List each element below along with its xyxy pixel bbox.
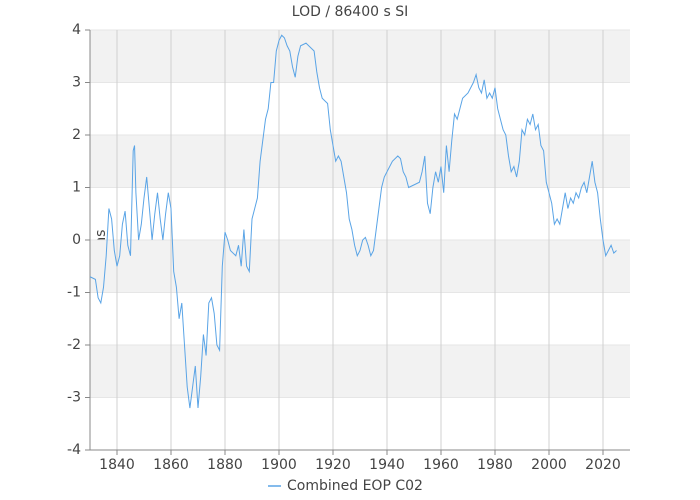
x-tick-label: 1960 bbox=[423, 457, 459, 473]
x-tick-label: 1940 bbox=[369, 457, 405, 473]
x-tick-label: 1980 bbox=[477, 457, 513, 473]
x-tick-label: 1880 bbox=[207, 457, 243, 473]
legend-label: Combined EOP C02 bbox=[287, 478, 423, 494]
y-tick-label: -2 bbox=[67, 337, 81, 353]
grid-band bbox=[90, 345, 630, 398]
x-tick-label: 2020 bbox=[585, 457, 621, 473]
grid-band bbox=[90, 135, 630, 188]
x-tick-label: 1900 bbox=[261, 457, 297, 473]
chart-title: LOD / 86400 s SI bbox=[292, 4, 408, 20]
data-line bbox=[89, 34, 617, 409]
y-tick-label: -1 bbox=[67, 285, 81, 301]
y-tick-label: 4 bbox=[72, 22, 81, 38]
y-tick-label: 2 bbox=[72, 127, 81, 143]
x-tick-label: 2000 bbox=[531, 457, 567, 473]
y-tick-label: 0 bbox=[72, 232, 81, 248]
y-tick-label: -3 bbox=[67, 390, 81, 406]
x-tick-label: 1840 bbox=[99, 457, 135, 473]
x-tick-label: 1920 bbox=[315, 457, 351, 473]
y-tick-label: 1 bbox=[72, 180, 81, 196]
x-tick-label: 1860 bbox=[153, 457, 189, 473]
y-tick-label: 3 bbox=[72, 75, 81, 91]
grid-band bbox=[90, 30, 630, 83]
y-tick-label: -4 bbox=[67, 442, 81, 458]
